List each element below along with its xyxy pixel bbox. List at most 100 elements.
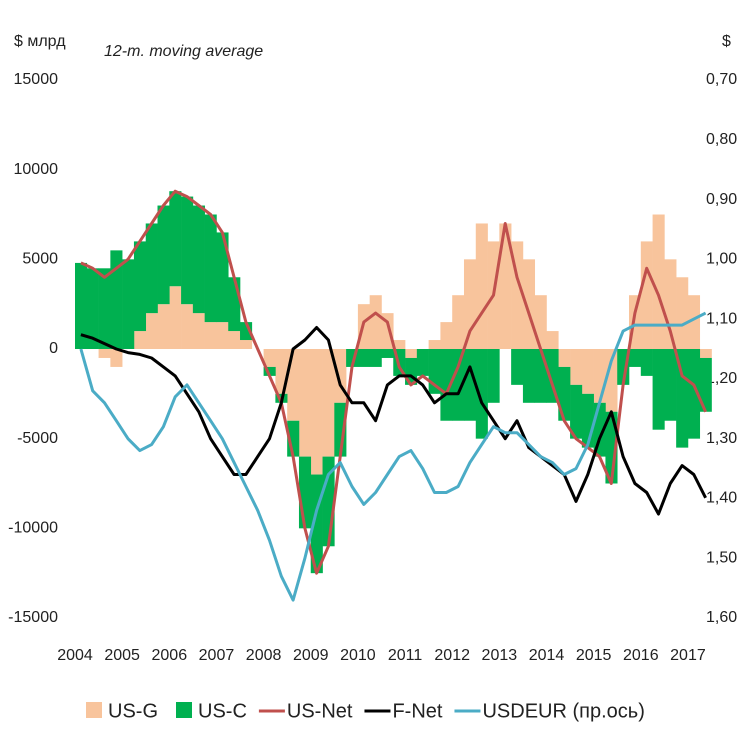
bar [192,205,205,314]
bar [216,322,229,349]
bar [228,277,241,332]
bar [298,456,312,529]
bar [652,214,665,349]
x-tick-label: 2016 [623,647,659,664]
bar [145,223,158,314]
bar [546,331,559,349]
bar [133,331,147,349]
bar [310,349,323,475]
bar [192,313,205,349]
bar [357,349,370,367]
bar [440,322,453,349]
bar [676,349,689,448]
bar [369,295,382,349]
bar [640,349,653,376]
bar [298,349,312,457]
bar [263,366,276,376]
x-tick-label: 2008 [246,647,282,664]
line [80,189,707,575]
x-tick-label: 2012 [434,647,470,664]
y-axis-label: $ млрд [14,33,66,50]
legend-swatch [86,702,102,718]
bar [181,196,194,305]
bar [676,277,689,349]
bar [570,349,583,385]
bar [463,259,477,349]
bar [204,214,217,323]
bar [593,349,606,403]
y-tick-label: 10000 [14,161,59,178]
line [79,311,707,602]
y-tick-label: -15000 [8,609,58,626]
bar [145,313,158,349]
x-tick-label: 2014 [529,647,565,664]
x-tick-label: 2011 [388,647,423,664]
x-tick-label: 2007 [199,647,235,664]
bar [122,259,135,349]
y-tick-label: 0 [49,340,58,357]
bar [204,322,217,349]
bar [475,223,488,349]
bar [452,295,465,349]
annotation: 12-m. moving average [104,43,263,60]
legend-label: US-Net [287,700,353,722]
line [80,326,707,516]
bar [546,349,559,403]
y-tick-label: 5000 [22,251,58,268]
bar [463,349,477,421]
y2-tick-label: 1,60 [706,609,737,626]
bar [652,349,665,430]
bar [664,349,677,421]
bar [263,349,276,367]
bar [687,349,701,439]
bar [475,349,488,439]
legend-label: US-G [108,700,158,722]
bar [86,268,99,349]
bar [428,340,441,349]
bar [133,241,147,332]
y2-tick-label: 1,00 [706,251,737,268]
bar [558,349,571,367]
y2-tick-label: 1,40 [706,490,737,507]
bar [416,349,429,376]
bar [452,349,465,421]
bar [157,304,170,349]
bar [393,340,406,349]
x-tick-label: 2005 [104,647,140,664]
bar [157,205,170,305]
bar [487,349,500,403]
bar [169,191,182,287]
bar [522,349,536,403]
bar [369,349,382,367]
bar [169,286,182,349]
bar [322,349,335,457]
bar [216,232,229,323]
bar [98,268,111,349]
x-tick-label: 2015 [576,647,612,664]
x-tick-label: 2013 [482,647,518,664]
x-tick-label: 2009 [293,647,329,664]
bar [381,349,394,358]
y-tick-label: 15000 [14,71,59,88]
x-tick-label: 2004 [57,647,93,664]
y2-tick-label: 1,30 [706,430,737,447]
bar [405,349,418,358]
y2-tick-label: 0,70 [706,71,737,88]
bar [440,349,453,421]
y-tick-label: -5000 [17,430,58,447]
bar [240,340,253,349]
legend-swatch [176,702,192,718]
bar [287,349,300,421]
bar [181,304,194,349]
bar [381,313,394,349]
bar [629,349,642,367]
bar [98,349,111,358]
y2-tick-label: 1,20 [706,370,737,387]
bar [511,349,524,385]
x-tick-label: 2017 [670,647,706,664]
bar [640,241,653,349]
bar [699,349,712,358]
bar [334,349,347,403]
bar [581,349,594,394]
